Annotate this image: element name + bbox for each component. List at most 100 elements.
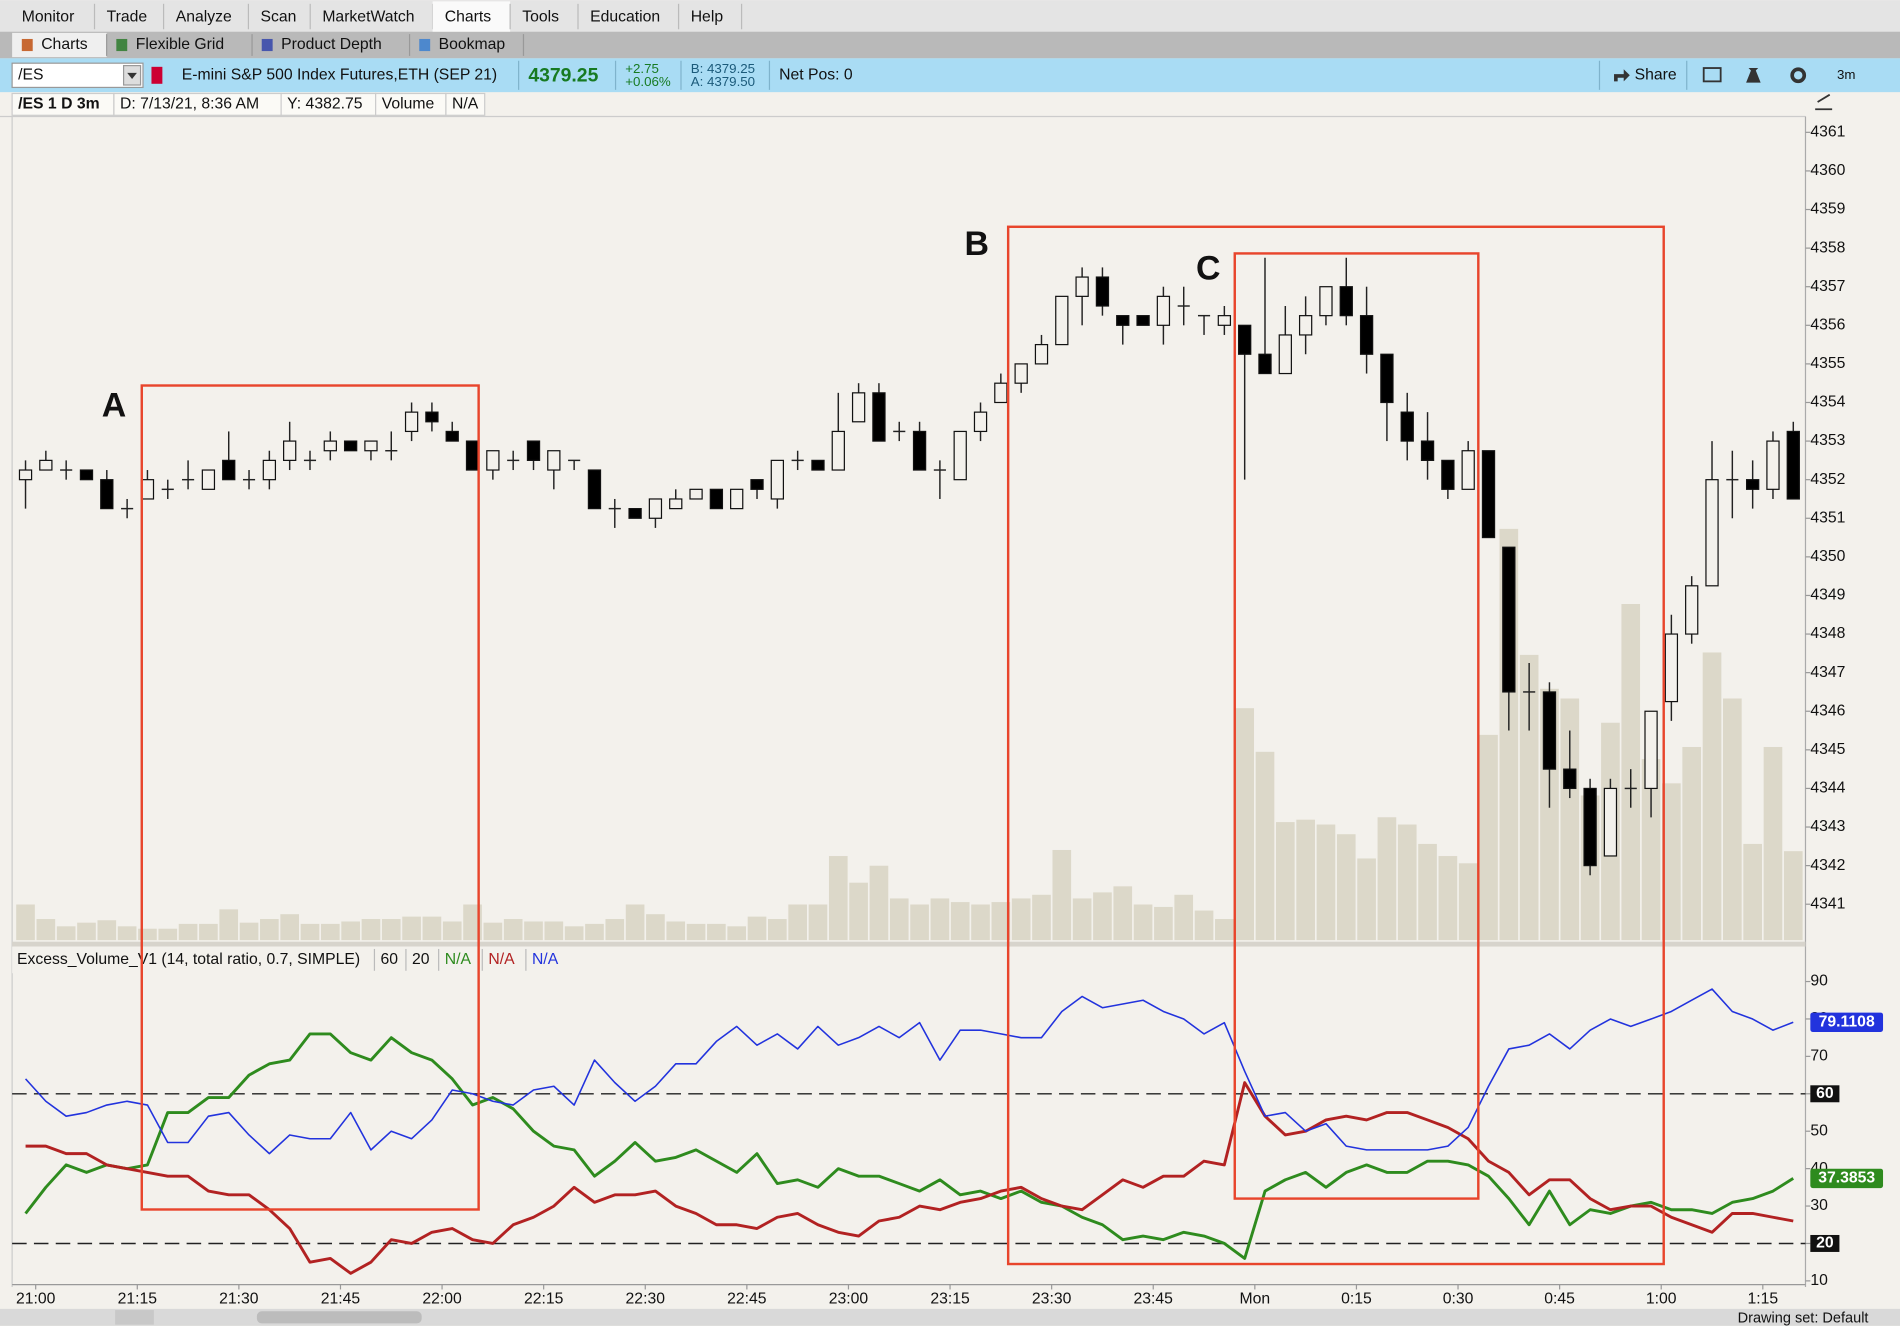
- volume-bar: [1458, 862, 1479, 941]
- x-tick-label: 22:30: [626, 1290, 666, 1307]
- candle-body: [709, 488, 724, 510]
- candle-body: [770, 459, 785, 500]
- y-tick-label: 90: [1810, 973, 1828, 990]
- link-icon[interactable]: [151, 66, 163, 84]
- x-tick-label: 21:15: [118, 1290, 158, 1307]
- scroll-thumb[interactable]: [256, 1311, 422, 1324]
- scrollbar[interactable]: [0, 1308, 1900, 1326]
- reference-label: 20: [1816, 1235, 1834, 1252]
- reference-label: 60: [1816, 1085, 1834, 1102]
- y-tick-label: 4342: [1810, 857, 1845, 874]
- menu-tab[interactable]: Charts: [445, 8, 492, 25]
- menu-tab[interactable]: Help: [691, 8, 724, 25]
- header-cell: [445, 92, 486, 116]
- candle-body: [1095, 276, 1110, 307]
- x-tick-label: 21:00: [16, 1290, 56, 1307]
- volume-bar: [1397, 823, 1418, 941]
- candle-body: [1400, 411, 1414, 442]
- header-text: /ES 1 D 3m: [18, 96, 99, 113]
- volume-bar: [1315, 823, 1337, 941]
- volume-bar: [117, 925, 138, 941]
- volume-bar: [1051, 849, 1072, 941]
- drawing-set[interactable]: Drawing set: Default: [1738, 1310, 1869, 1326]
- study-header-bg: [12, 946, 570, 974]
- candle-body: [1238, 324, 1252, 355]
- annotation-label: A: [102, 386, 127, 424]
- menu-tab[interactable]: Monitor: [22, 8, 75, 25]
- volume-bar: [990, 901, 1011, 941]
- share-button[interactable]: Share: [1635, 66, 1677, 83]
- volume-bar: [564, 925, 585, 941]
- scroll-home[interactable]: [115, 1310, 154, 1325]
- y-tick-label: 30: [1810, 1197, 1828, 1214]
- symbol: /ES: [18, 66, 43, 83]
- volume-bar: [1234, 707, 1255, 941]
- header-text: Volume: [382, 96, 435, 113]
- drawing-tool-icon[interactable]: [1815, 93, 1833, 111]
- volume-bar: [1681, 746, 1702, 941]
- subtab[interactable]: Bookmap: [439, 36, 506, 53]
- settings-icon[interactable]: [1790, 67, 1807, 84]
- x-tick-label: Mon: [1240, 1290, 1271, 1307]
- volume-bar: [1701, 651, 1723, 941]
- subtab[interactable]: Product Depth: [281, 36, 382, 53]
- indicator-line: [24, 1032, 1795, 1260]
- volume-bar: [1559, 697, 1580, 941]
- x-tick-label: 1:00: [1646, 1290, 1677, 1307]
- plot-area: 4341 4342 4343 4344 4345 4346 4347 4348 4349 4350…: [12, 123, 1884, 1307]
- candle-body: [1298, 315, 1313, 336]
- candle-body: [39, 459, 53, 471]
- candle-body: [1217, 315, 1232, 326]
- subtab[interactable]: Flexible Grid: [136, 36, 224, 53]
- volume-bar: [604, 918, 625, 941]
- candle-body: [1156, 295, 1171, 326]
- volume-bar: [320, 923, 341, 941]
- x-tick-label: 1:15: [1747, 1290, 1778, 1307]
- volume-bar: [462, 903, 483, 941]
- volume-bar: [35, 918, 56, 941]
- menu-tab[interactable]: Tools: [522, 8, 559, 25]
- volume-bar: [340, 920, 361, 941]
- candle-body: [1420, 440, 1435, 461]
- volume-bar: [15, 903, 36, 941]
- subtab-icon: [21, 38, 33, 52]
- candle-body: [486, 450, 500, 471]
- menu-tab[interactable]: Analyze: [176, 8, 232, 25]
- volume-bar: [645, 913, 666, 941]
- menu-tab[interactable]: MarketWatch: [322, 8, 414, 25]
- candle-body: [140, 479, 155, 500]
- volume-bar: [1661, 782, 1682, 941]
- x-tick-label: 0:45: [1544, 1290, 1575, 1307]
- candle-body: [262, 459, 277, 481]
- candle-body: [1380, 353, 1394, 404]
- y-tick-label: 4357: [1810, 278, 1845, 295]
- candle-body: [1745, 479, 1760, 490]
- volume-bar: [401, 915, 422, 941]
- menu-tab[interactable]: Scan: [261, 8, 297, 25]
- period-button[interactable]: 3m: [1837, 67, 1856, 82]
- candle-body: [1542, 691, 1557, 770]
- menu-tab[interactable]: Education: [590, 8, 660, 25]
- last-price: 4379.25: [528, 65, 598, 87]
- symbol-box[interactable]: [11, 62, 144, 89]
- x-tick-label: 0:30: [1443, 1290, 1474, 1307]
- volume-bar: [360, 918, 382, 941]
- study-header: Excess_Volume_V1 (14, total ratio, 0.7, …: [17, 948, 559, 971]
- menu-tab[interactable]: Trade: [107, 8, 148, 25]
- snapshot-icon[interactable]: [1702, 67, 1722, 83]
- candle-body: [1116, 315, 1130, 326]
- pane-divider: [12, 941, 1806, 947]
- volume-bar: [787, 903, 808, 941]
- volume-bar: [807, 903, 829, 941]
- volume-bar: [584, 923, 605, 941]
- subtab[interactable]: Charts: [41, 36, 88, 53]
- dropdown-arrow: [127, 72, 137, 79]
- x-tick-label: 22:00: [422, 1290, 462, 1307]
- volume-bar: [706, 923, 727, 941]
- candle-body: [1278, 334, 1292, 375]
- candle-body: [730, 488, 744, 510]
- volume-bar: [503, 918, 524, 941]
- volume-bar: [746, 915, 768, 941]
- volume-bar: [1112, 885, 1133, 941]
- flask-icon[interactable]: [1746, 68, 1761, 83]
